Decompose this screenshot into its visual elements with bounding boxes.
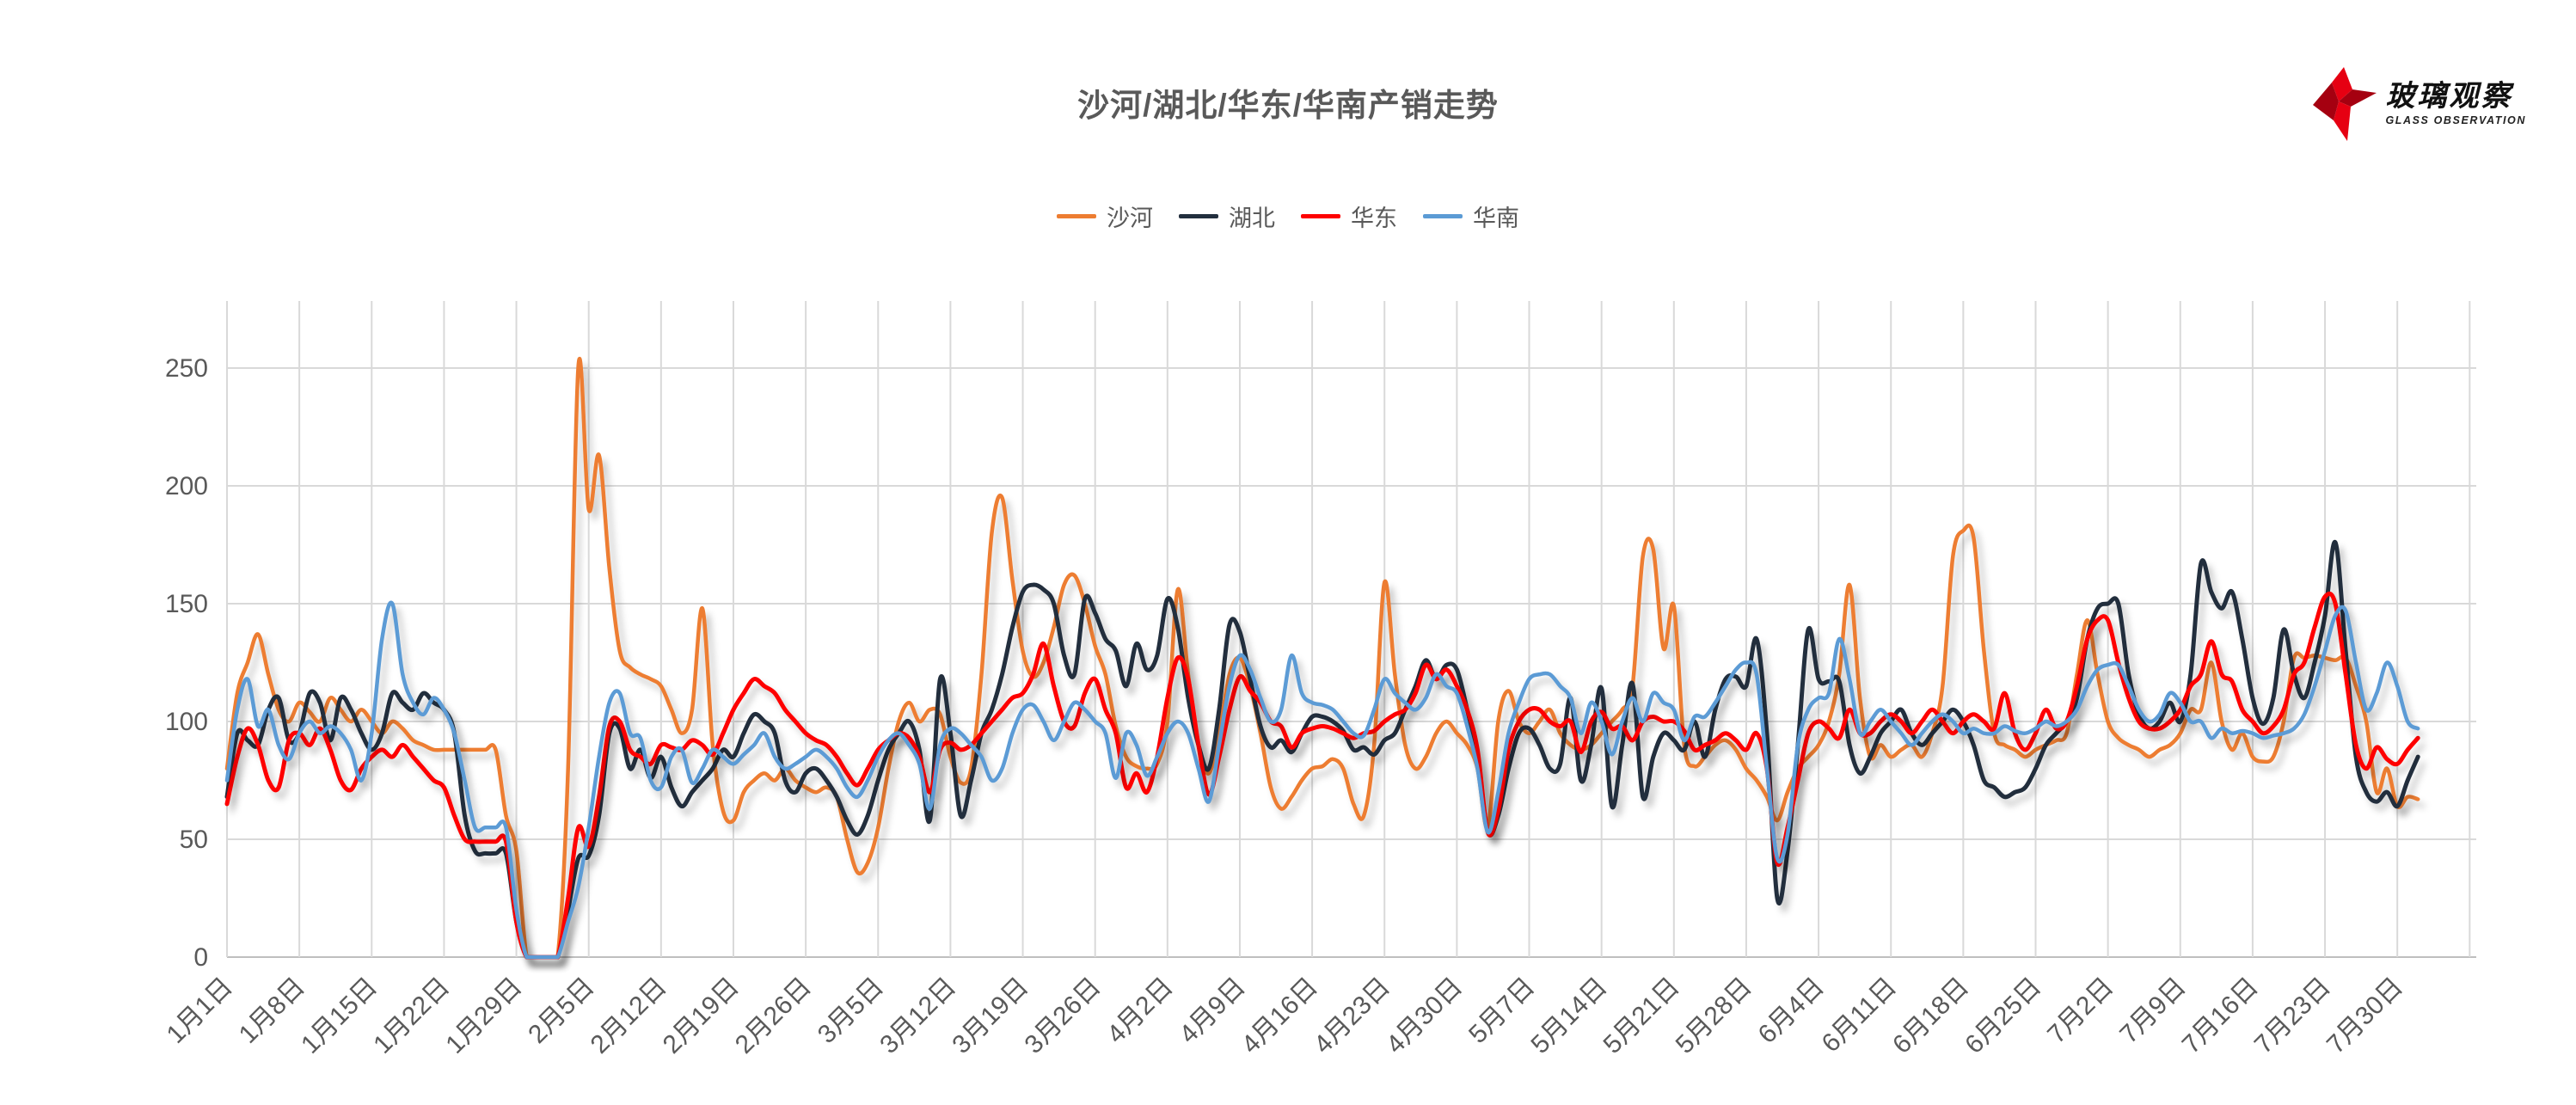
- svg-text:1月1日: 1月1日: [162, 973, 238, 1049]
- chart-legend: 沙河 湖北 华东 华南: [0, 200, 2576, 233]
- chart-title: 沙河/湖北/华东/华南产销走势: [1077, 88, 1499, 123]
- svg-text:200: 200: [165, 472, 208, 500]
- series-line-沙河: [224, 356, 2420, 960]
- svg-text:5月21日: 5月21日: [1598, 973, 1685, 1059]
- svg-text:1月22日: 1月22日: [368, 973, 455, 1059]
- logo-subtitle-text: GLASS OBSERVATION: [2385, 114, 2526, 127]
- series-line-华南: [224, 600, 2420, 960]
- svg-text:250: 250: [165, 354, 208, 383]
- legend-item-huadong[interactable]: 华东: [1301, 200, 1397, 233]
- legend-swatch-shahe: [1057, 214, 1096, 218]
- svg-text:1月15日: 1月15日: [296, 973, 383, 1059]
- svg-text:1月29日: 1月29日: [440, 973, 527, 1059]
- svg-text:4月2日: 4月2日: [1101, 973, 1178, 1049]
- svg-text:150: 150: [165, 590, 208, 618]
- legend-label-huadong: 华东: [1351, 206, 1397, 231]
- legend-swatch-hubei: [1179, 214, 1218, 218]
- svg-text:7月23日: 7月23日: [2249, 973, 2336, 1059]
- legend-swatch-huanan: [1423, 214, 1463, 218]
- svg-text:100: 100: [165, 708, 208, 736]
- legend-label-hubei: 湖北: [1229, 206, 1275, 231]
- logo-star-icon: [2313, 67, 2377, 141]
- legend-item-huanan[interactable]: 华南: [1423, 200, 1519, 233]
- svg-text:50: 50: [180, 826, 208, 854]
- svg-text:2月26日: 2月26日: [730, 973, 817, 1059]
- legend-swatch-huadong: [1301, 214, 1340, 218]
- svg-text:2月19日: 2月19日: [658, 973, 745, 1059]
- svg-text:4月16日: 4月16日: [1236, 973, 1323, 1059]
- legend-item-hubei[interactable]: 湖北: [1179, 200, 1275, 233]
- svg-text:6月11日: 6月11日: [1817, 973, 1903, 1059]
- svg-text:3月12日: 3月12日: [874, 973, 961, 1059]
- svg-text:7月2日: 7月2日: [2042, 973, 2119, 1049]
- svg-text:5月14日: 5月14日: [1525, 973, 1612, 1059]
- svg-text:2月12日: 2月12日: [586, 973, 672, 1059]
- series-line-华东: [224, 591, 2420, 960]
- svg-text:7月16日: 7月16日: [2177, 973, 2264, 1059]
- legend-item-shahe[interactable]: 沙河: [1057, 200, 1153, 233]
- svg-text:4月30日: 4月30日: [1381, 973, 1468, 1059]
- svg-text:5月28日: 5月28日: [1671, 973, 1757, 1059]
- legend-label-huanan: 华南: [1473, 206, 1519, 231]
- svg-text:4月23日: 4月23日: [1309, 973, 1395, 1059]
- svg-text:6月18日: 6月18日: [1887, 973, 1974, 1059]
- svg-text:7月30日: 7月30日: [2321, 973, 2408, 1059]
- svg-text:0: 0: [193, 943, 208, 972]
- svg-text:3月19日: 3月19日: [947, 973, 1033, 1059]
- brand-logo: 玻璃观察 GLASS OBSERVATION: [2313, 67, 2526, 141]
- svg-text:3月26日: 3月26日: [1019, 973, 1106, 1059]
- legend-label-shahe: 沙河: [1107, 206, 1153, 231]
- svg-text:6月25日: 6月25日: [1960, 973, 2046, 1059]
- logo-brand-text: 玻璃观察: [2385, 80, 2513, 114]
